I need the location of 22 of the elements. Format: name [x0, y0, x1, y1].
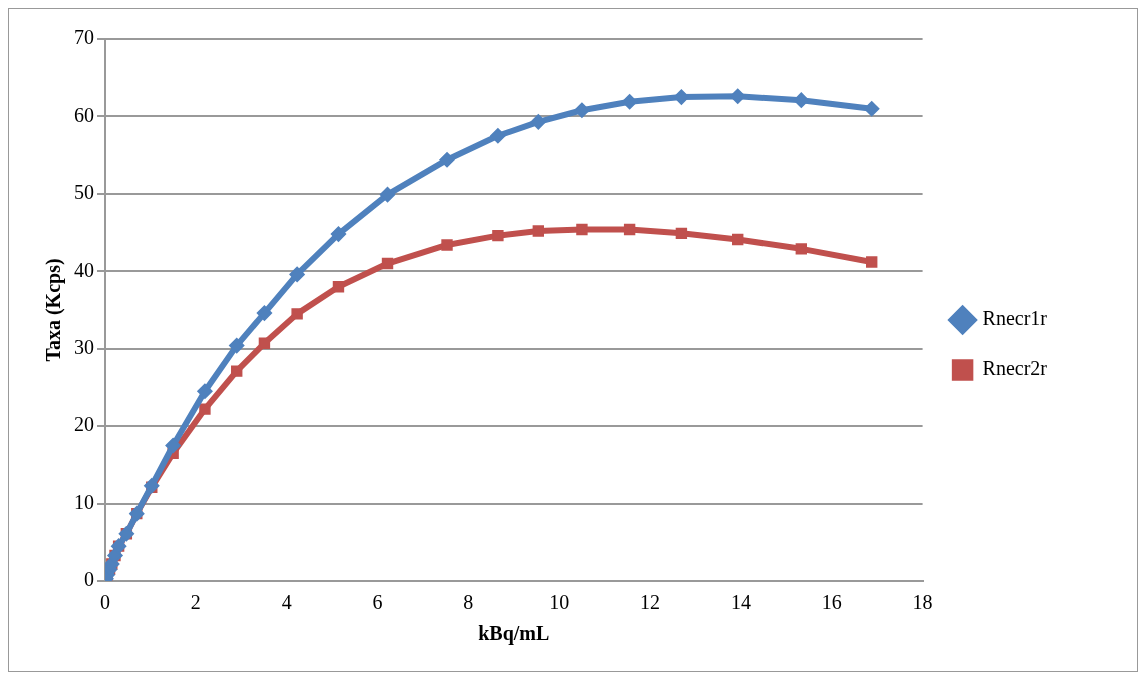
x-tick-label: 4: [281, 591, 292, 614]
x-tick-label: 14: [730, 591, 751, 614]
x-axis-title: kBq/mL: [478, 622, 550, 646]
x-tick-label: 6: [372, 591, 383, 614]
y-tick-label: 40: [74, 258, 94, 281]
y-tick-label: 10: [74, 490, 94, 513]
x-tick-label: 0: [100, 591, 110, 614]
y-tick-label: 50: [74, 181, 94, 204]
y-tick-label: 30: [74, 335, 94, 358]
x-tick-label: 10: [549, 591, 570, 614]
legend-label: Rnecr1r: [982, 307, 1048, 330]
y-tick-label: 70: [74, 26, 94, 49]
x-tick-label: 12: [640, 591, 661, 614]
x-tick-label: 18: [912, 591, 933, 614]
x-tick-label: 8: [463, 591, 474, 614]
x-tick-label: 2: [190, 591, 201, 614]
y-tick-label: 20: [74, 413, 94, 436]
y-axis-title: Taxa (Kcps): [42, 258, 66, 362]
legend-label: Rnecr2r: [982, 357, 1048, 380]
y-tick-label: 60: [74, 103, 94, 126]
y-tick-label: 0: [84, 568, 94, 591]
x-tick-label: 16: [821, 591, 842, 614]
